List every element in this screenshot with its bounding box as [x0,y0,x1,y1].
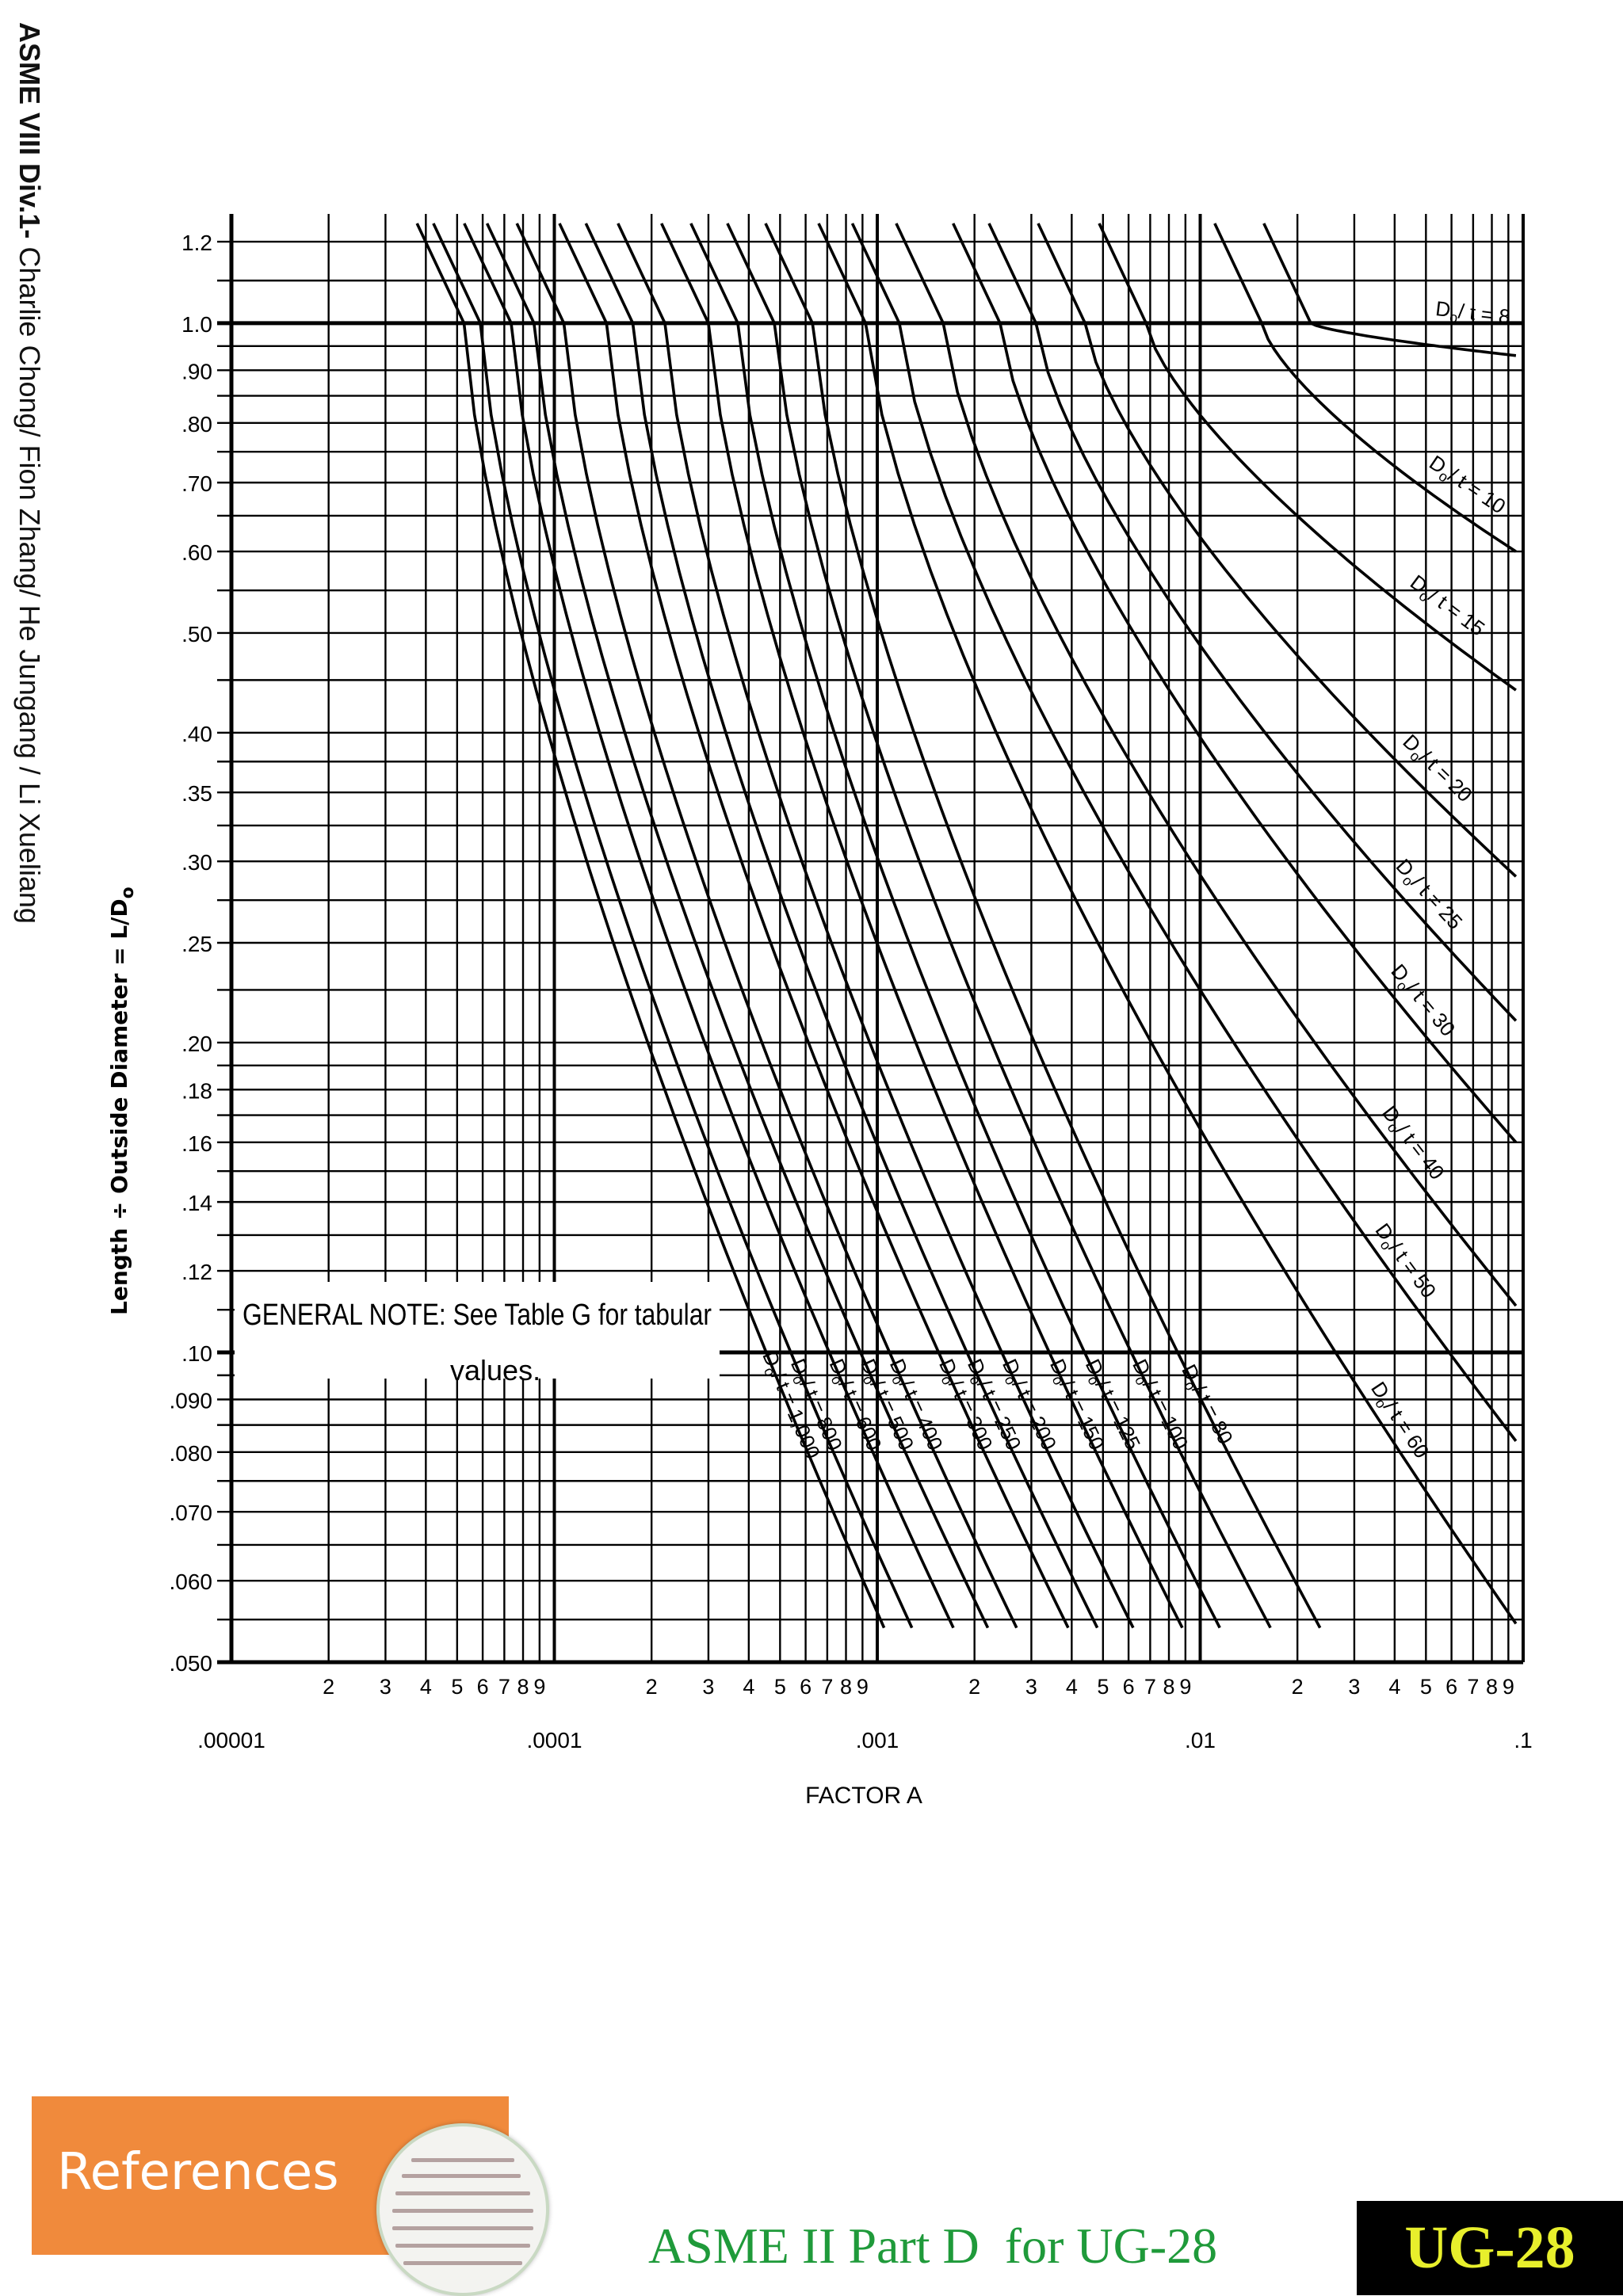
x-minor-tick-label: 4 [420,1675,432,1699]
series-line [515,223,1018,1629]
x-minor-tick-label: 9 [857,1675,869,1699]
x-minor-tick-label: 9 [1179,1675,1191,1699]
y-tick-label: .25 [181,932,212,956]
x-minor-tick-label: 7 [1467,1675,1479,1699]
y-tick-label: .060 [170,1569,213,1594]
x-minor-tick-label: 8 [840,1675,852,1699]
x-minor-tick-label: 4 [1388,1675,1400,1699]
x-minor-tick-label: 4 [1066,1675,1078,1699]
series-line [660,223,1184,1629]
x-minor-tick-label: 3 [1025,1675,1037,1699]
x-minor-tick-label: 7 [1144,1675,1156,1699]
series-line [689,223,1221,1629]
note-line-2: values. [450,1354,540,1386]
x-minor-tick-label: 6 [800,1675,812,1699]
x-minor-tick-label: 3 [380,1675,391,1699]
series-line [463,223,955,1629]
x-axis-title: FACTOR A [805,1783,922,1809]
series-line [764,223,1322,1629]
x-minor-tick-label: 9 [1503,1675,1514,1699]
references-book-icon [376,2123,549,2296]
x-minor-tick-label: 3 [1348,1675,1360,1699]
y-tick-label: .40 [181,722,212,746]
y-tick-label: .20 [181,1032,212,1056]
footer-tag-text: UG-28 [1404,2214,1575,2281]
x-minor-tick-label: 7 [498,1675,510,1699]
x-minor-tick-label: 5 [451,1675,463,1699]
x-minor-tick-label: 7 [821,1675,833,1699]
series-line [726,223,1272,1629]
series-line [485,223,990,1629]
x-minor-tick-label: 9 [533,1675,545,1699]
y-tick-label: .10 [181,1341,212,1366]
y-tick-label: .050 [170,1651,213,1676]
x-decade-label: .001 [856,1728,899,1753]
y-tick-label: .14 [181,1191,212,1215]
x-minor-tick-label: 6 [477,1675,489,1699]
y-tick-label: .18 [181,1078,212,1103]
x-minor-tick-label: 3 [702,1675,714,1699]
footer-tag: UG-28 [1357,2201,1623,2295]
x-decade-label: .00001 [197,1728,265,1753]
series-line [895,223,1518,1307]
footer-title: ASME II Part D for UG-28 [648,2218,1218,2274]
y-tick-label: .80 [181,412,212,437]
y-axis-title: Length ÷ Outside Diameter = L/Do [106,887,138,1315]
series-line [1037,223,1518,878]
y-tick-label: .70 [181,471,212,496]
x-minor-tick-label: 5 [1097,1675,1109,1699]
y-axis-title-main: Length ÷ Outside Diameter = L/D [106,898,132,1315]
y-tick-label: .90 [181,359,212,383]
x-decade-label: .0001 [526,1728,582,1753]
x-minor-tick-label: 2 [1292,1675,1304,1699]
series-line [432,223,914,1629]
y-tick-label: .60 [181,540,212,565]
x-minor-tick-label: 8 [1163,1675,1174,1699]
chart-axes: 1.21.0.90.80.70.60.50.40.35.30.25.20.18.… [170,214,1533,1753]
y-axis-title-sub: o [118,887,138,898]
y-tick-label: 1.0 [181,312,212,337]
y-tick-label: .080 [170,1441,213,1466]
x-decade-label: .1 [1514,1728,1532,1753]
series-line [584,223,1099,1629]
series-line [617,223,1135,1629]
x-decade-label: .01 [1185,1728,1216,1753]
y-tick-label: .12 [181,1260,212,1284]
references-label: References [57,2143,339,2202]
series-line [1098,223,1517,692]
series-line [415,223,886,1629]
series-line [558,223,1070,1629]
y-tick-label: .070 [170,1501,213,1525]
series-line [1262,223,1517,357]
series-label: Do/ t = 20 [1396,730,1477,809]
series-line [987,223,1518,1022]
x-minor-tick-label: 5 [1420,1675,1432,1699]
x-minor-tick-label: 2 [646,1675,658,1699]
series-label: Do/ t = 8 [1434,296,1511,332]
x-minor-tick-label: 2 [323,1675,334,1699]
x-minor-tick-label: 6 [1445,1675,1457,1699]
x-minor-tick-label: 4 [743,1675,754,1699]
chart-curves [415,223,1518,1629]
x-minor-tick-label: 2 [968,1675,980,1699]
note-line-1: GENERAL NOTE: See Table G for tabular [242,1299,712,1332]
series-line [817,223,1518,1625]
x-minor-tick-label: 8 [517,1675,529,1699]
y-tick-label: 1.2 [181,231,212,255]
note-background [235,1282,720,1379]
series-label: Do/ t = 10 [1423,450,1510,521]
series-line [850,223,1518,1442]
x-minor-tick-label: 6 [1123,1675,1135,1699]
series-line [952,223,1518,1143]
y-tick-label: .30 [181,850,212,875]
y-tick-label: .090 [170,1388,213,1413]
x-minor-tick-label: 5 [774,1675,786,1699]
y-tick-label: .16 [181,1131,212,1156]
y-tick-label: .50 [181,622,212,646]
x-minor-tick-label: 8 [1486,1675,1498,1699]
y-tick-label: .35 [181,781,212,806]
series-line [1213,223,1517,553]
